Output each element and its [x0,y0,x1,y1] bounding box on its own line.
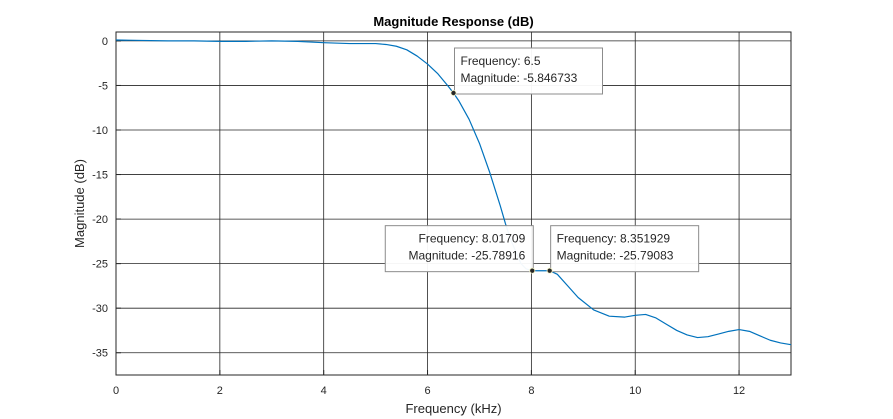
datatip: Frequency: 6.5 Magnitude: -5.846733 [450,47,603,96]
y-axis-label: Magnitude (dB) [72,159,87,248]
x-axis-label: Frequency (kHz) [405,401,501,416]
datatip-box [454,47,603,95]
datatip-magnitude: Magnitude: -25.78916 [409,249,526,263]
x-tick-label: 8 [528,385,534,397]
datatip-magnitude: Magnitude: -25.79083 [557,249,674,263]
y-tick-label: -35 [92,348,108,360]
datatip-marker [546,267,553,274]
datatip: Frequency: 8.01709 Magnitude: -25.78916 [384,225,536,274]
x-tick-label: 6 [424,385,430,397]
datatip-magnitude: Magnitude: -5.846733 [461,71,578,85]
y-tick-label: 0 [102,36,108,48]
plot-area [116,32,791,375]
datatip-marker [529,267,536,274]
x-tick-label: 0 [113,385,119,397]
y-tick-label: -15 [92,170,108,182]
x-tick-label: 2 [217,385,223,397]
y-tick-label: -25 [92,259,108,271]
axes-box [115,31,792,376]
axis-frame [115,31,792,376]
datatip: Frequency: 8.351929 Magnitude: -25.79083 [546,225,700,274]
datatip-frequency: Frequency: 8.351929 [557,232,671,246]
x-tick-label: 4 [321,385,327,397]
x-tick-label: 10 [629,385,641,397]
chart-title: Magnitude Response (dB) [373,14,533,29]
y-tick-label: -20 [92,214,108,226]
tick-labels: 0 2 4 6 8 10 12 0 -5 -10 -15 -20 -25 -30 -35 [92,36,745,397]
datatip-frequency: Frequency: 8.01709 [419,232,526,246]
y-tick-label: -5 [98,80,108,92]
datatip-frequency: Frequency: 6.5 [461,54,541,68]
y-tick-label: -30 [92,303,108,315]
y-tick-label: -10 [92,125,108,137]
x-tick-label: 12 [733,385,745,397]
datatip-box [384,225,534,273]
datatip-box [550,225,700,273]
datatip-marker [450,89,457,96]
